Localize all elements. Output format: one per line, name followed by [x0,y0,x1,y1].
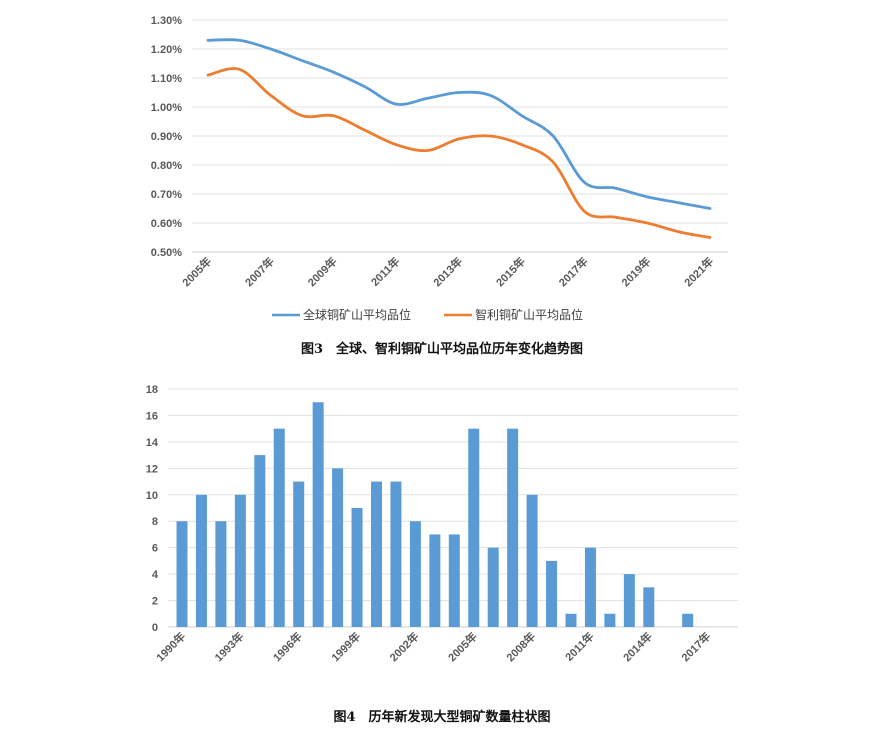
bar [526,494,538,627]
x-tick-label: 1996年 [270,629,305,664]
bar [565,613,577,627]
y-tick-label: 14 [146,437,159,449]
y-tick-label: 0.80% [151,160,182,172]
y-tick-label: 8 [152,516,158,528]
bar [468,428,480,627]
y-tick-label: 4 [152,569,159,581]
bar [351,508,363,627]
y-tick-label: 0.70% [151,189,182,201]
bar [409,521,421,627]
x-tick-label: 2015年 [493,254,528,289]
line-chart-legend: 全球铜矿山平均品位 智利铜矿山平均品位 [272,307,583,322]
bar [390,481,402,627]
x-tick-label: 2011年 [562,629,597,664]
bar [273,428,285,627]
x-tick-label: 2017年 [556,254,591,289]
bar [293,481,305,627]
y-tick-label: 16 [146,410,158,422]
y-tick-label: 2 [152,596,158,608]
x-tick-label: 2021年 [681,254,716,289]
x-tick-label: 1993年 [211,629,246,664]
y-tick-label: 12 [146,463,158,475]
bar [176,521,188,627]
bar-chart-bars [176,402,694,627]
bar [604,613,616,627]
bar-chart-y-axis: 0 2 4 6 8 10 12 14 16 18 [146,384,159,634]
x-tick-label: 2005年 [445,629,480,664]
legend-label-global: 全球铜矿山平均品位 [303,307,411,322]
bar [623,574,635,627]
bar [234,494,246,627]
bar [332,468,344,627]
series-line-global [206,38,712,210]
bar [429,534,441,627]
bar [682,613,694,627]
line-chart-gridlines [192,19,728,253]
bar [507,428,519,627]
y-tick-label: 10 [146,490,158,502]
y-tick-label: 0.50% [151,247,182,259]
x-tick-label: 1999年 [328,629,363,664]
x-tick-label: 2019年 [618,254,653,289]
bar [254,455,266,627]
figure-4-caption: 图4 历年新发现大型铜矿数量柱状图 [333,710,551,725]
x-tick-label: 2008年 [503,629,538,664]
x-tick-label: 2002年 [387,629,422,664]
x-tick-label: 2011年 [368,254,403,289]
x-tick-label: 2005年 [179,254,214,289]
y-tick-label: 1.20% [151,44,182,56]
bar [546,560,558,627]
bar [371,481,382,627]
bar [195,494,207,627]
y-tick-label: 1.10% [151,73,182,85]
bar [448,534,460,627]
line-chart-x-axis: 2005年 2007年 2009年 2011年 2013年 2015年 2017年 2019年… [179,254,716,289]
legend-label-chile: 智利铜矿山平均品位 [475,307,583,322]
line-chart-y-axis: 0.50% 0.60% 0.70% 0.80% 0.90% 1.00% 1.10% 1.20%… [151,15,182,259]
y-tick-label: 0.90% [151,131,182,143]
x-tick-label: 2014年 [620,629,655,664]
bar [312,402,324,627]
y-tick-label: 1.00% [151,102,182,114]
y-tick-label: 6 [152,543,158,555]
y-tick-label: 0.60% [151,218,182,230]
figure-3-caption: 图3 全球、智利铜矿山平均品位历年变化趋势图 [300,342,584,357]
bar-chart-x-axis: 1990年 1993年 1996年 1999年 2002年 2005年 2008年 2011年… [153,629,713,664]
line-chart: 0.50% 0.60% 0.70% 0.80% 0.90% 1.00% 1.10% 1.20%… [151,15,728,322]
y-tick-label: 1.30% [151,15,182,27]
y-tick-label: 18 [146,384,158,396]
x-tick-label: 2017年 [678,629,713,664]
line-chart-series [206,38,712,239]
bar-chart: 0 2 4 6 8 10 12 14 16 18 1990年 1993年 1996年 1999年 2002… [146,384,738,664]
x-tick-label: 2007年 [242,254,277,289]
bar [643,587,655,627]
x-tick-label: 2009年 [305,254,340,289]
series-line-chile [206,67,712,239]
x-tick-label: 2013年 [430,254,465,289]
bar [215,521,227,627]
x-tick-label: 1990年 [153,629,188,664]
bar [487,547,499,627]
bar [584,547,596,627]
y-tick-label: 0 [152,622,158,634]
